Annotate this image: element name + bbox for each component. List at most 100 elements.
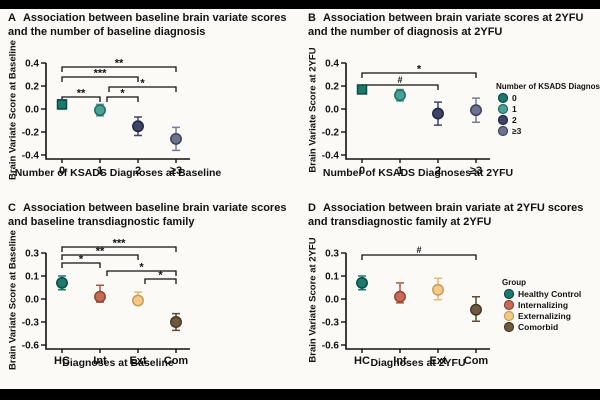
- significance-bracket: [61, 76, 139, 82]
- data-point-marker: [132, 120, 144, 133]
- significance-bracket: [144, 278, 177, 284]
- y-tick-label: -0.2: [22, 128, 40, 139]
- significance-bracket: [361, 72, 477, 78]
- data-point-marker: [94, 104, 106, 117]
- y-tick-label: -0.3: [322, 318, 340, 329]
- x-tick-label: Com: [164, 355, 189, 367]
- panel-b-x-axis-label: Number of KSADS Diagnoses at 2YFU: [322, 167, 514, 179]
- figure-canvas: A Association between baseline brain vari…: [0, 9, 600, 389]
- panel-c: C Association between baseline brain vari…: [0, 199, 300, 389]
- x-tick-label: HC: [54, 355, 70, 367]
- significance-label: *: [120, 88, 125, 100]
- axes: [345, 63, 490, 160]
- data-point-marker: [470, 104, 482, 117]
- data-point-marker: [170, 316, 182, 328]
- panel-d-letter: D: [308, 202, 316, 214]
- y-tick-label: 0.0: [25, 105, 39, 116]
- data-point-marker: [432, 107, 444, 120]
- panel-a-letter: A: [8, 12, 16, 24]
- significance-bracket: [61, 262, 101, 268]
- panel-b-title-text: Association between brain variate scores…: [308, 12, 584, 39]
- y-tick-label: -0.2: [322, 128, 340, 139]
- panel-c-x-axis-label: Diagnoses at Baseline: [62, 357, 174, 369]
- panel-d-title-text: Association between brain variate at 2YF…: [308, 202, 584, 229]
- legend-swatch: [503, 321, 515, 333]
- legend-title: Group: [502, 278, 526, 287]
- axes: [45, 253, 190, 350]
- y-tick-label: 0.0: [325, 295, 339, 306]
- significance-bracket: [61, 246, 177, 252]
- legend-title: Number of KSADS Diagnoses: [496, 82, 600, 91]
- y-tick-label: 0.0: [25, 295, 39, 306]
- legend-item-label: 1: [512, 104, 517, 114]
- legend-swatch: [497, 92, 509, 104]
- panel-d-title: D Association between brain variate at 2Y…: [308, 201, 592, 230]
- legend-item-label: Comorbid: [518, 322, 558, 332]
- axes: [45, 63, 190, 160]
- significance-label: **: [96, 246, 105, 258]
- significance-label: *: [139, 262, 144, 274]
- y-tick-label: 0.1: [25, 272, 39, 283]
- y-tick-label: 0.0: [325, 105, 339, 116]
- significance-bracket: [108, 86, 177, 92]
- panel-a-x-axis-label: Number of KSADS Diagnoses at Baseline: [14, 167, 222, 179]
- panel-a-title-text: Association between baseline brain varia…: [8, 12, 287, 39]
- y-tick-label: -0.4: [22, 151, 40, 162]
- significance-label: *: [140, 78, 145, 90]
- x-tick-label: Ext: [429, 355, 446, 367]
- significance-label: *: [417, 64, 422, 76]
- significance-bracket: [61, 254, 139, 260]
- significance-label: *: [158, 270, 163, 282]
- data-point-marker: [470, 303, 482, 316]
- panel-c-title: C Association between baseline brain vari…: [8, 201, 292, 230]
- y-tick-label: 0.3: [25, 249, 39, 260]
- significance-label: *: [79, 254, 84, 266]
- x-tick-label: ≥3: [170, 165, 182, 177]
- legend-swatch: [503, 288, 515, 300]
- data-point-marker: [170, 132, 182, 145]
- legend-item-label: ≥3: [512, 126, 522, 136]
- legend-swatch: [497, 125, 509, 137]
- legend-swatch: [503, 299, 515, 311]
- y-tick-label: -0.6: [322, 341, 340, 352]
- y-tick-label: 0.4: [325, 59, 339, 70]
- data-point-marker: [94, 290, 106, 303]
- y-tick-label: -0.3: [22, 318, 40, 329]
- panel-b-letter: B: [308, 12, 316, 24]
- significance-label: **: [77, 88, 86, 100]
- significance-label: ***: [94, 68, 108, 80]
- x-tick-label: HC: [354, 355, 370, 367]
- panel-c-title-text: Association between baseline brain varia…: [8, 202, 287, 229]
- panel-a: A Association between baseline brain vari…: [0, 9, 300, 199]
- x-tick-label: 0: [359, 165, 365, 177]
- panel-d: D Association between brain variate at 2Y…: [300, 199, 600, 389]
- panel-a-title: A Association between baseline brain vari…: [8, 11, 292, 40]
- data-point-marker: [56, 99, 68, 110]
- data-point-marker: [132, 294, 144, 307]
- significance-bracket: [106, 270, 177, 276]
- legend-swatch: [503, 310, 515, 322]
- significance-bracket: [106, 96, 139, 102]
- legend-item-label: 2: [512, 115, 517, 125]
- x-tick-label: 1: [97, 165, 103, 177]
- y-tick-label: -0.4: [322, 151, 340, 162]
- data-point-marker: [394, 89, 406, 102]
- x-tick-label: 2: [435, 165, 441, 177]
- axes: [345, 253, 490, 350]
- x-tick-label: Com: [464, 355, 489, 367]
- x-tick-label: Int: [393, 355, 407, 367]
- x-tick-label: 1: [397, 165, 403, 177]
- legend-swatch: [497, 103, 509, 115]
- panel-d-x-axis-label: Diagnoses at 2YFU: [370, 357, 466, 369]
- panel-d-plot: #0.3 0.1 0.0 -0.3 -0.6 HC Int Ext Com Group Health…: [322, 245, 582, 367]
- x-tick-label: 2: [135, 165, 141, 177]
- significance-bracket: [361, 254, 477, 260]
- panel-c-plot: ********0.30.10.0-0.3-0.6HC Int Ext Com: [22, 238, 190, 367]
- y-tick-label: 0.3: [325, 249, 339, 260]
- significance-label: #: [416, 245, 421, 255]
- y-tick-label: -0.6: [22, 341, 40, 352]
- x-tick-label: ≥3: [470, 165, 482, 177]
- y-tick-label: 0.2: [325, 82, 339, 93]
